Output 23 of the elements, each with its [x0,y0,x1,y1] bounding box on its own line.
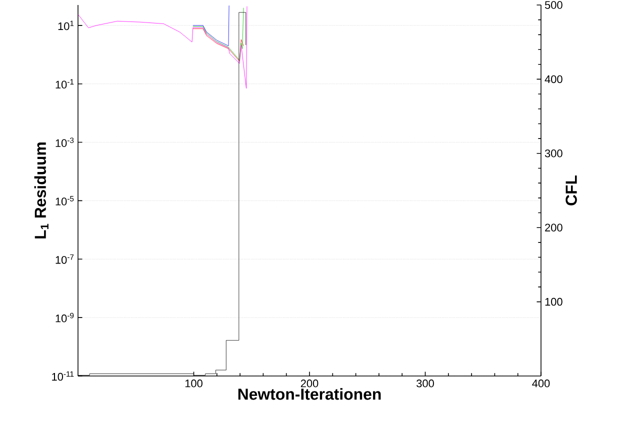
y-tick-label: 10$^{-5}$ [56,196,74,206]
x-axis-title: Newton-Iterationen [238,388,381,400]
line-series [192,28,244,62]
y-tick-label: 10$^{-9}$ [56,312,74,322]
y-tick-label: 10$^{-11}$ [52,371,74,381]
y-tick-label: 10$^{-1}$ [56,79,74,89]
y2-tick-label: 400 [544,75,562,84]
y2-tick-label: 200 [545,224,562,232]
x-tick-label: 300 [416,380,434,388]
line-series [78,6,248,89]
y-tick-label: 10$^{-7}$ [56,254,74,264]
y2-tick-label: 500 [544,1,562,9]
line-series [192,8,244,60]
y-axis-title: L$_{1}$ Residuum [34,142,48,238]
x-tick-label: 100 [185,380,202,388]
y-tick-label: 10$^{1}$ [58,20,74,30]
line-series [192,5,230,46]
x-tick-label: 200 [300,380,318,388]
x-tick-label: 400 [532,380,550,388]
y-tick-label: 10$^{-3}$ [56,138,74,147]
y2-tick-label: 100 [545,298,562,306]
y2-axis-title: CFL [566,175,577,206]
y2-tick-label: 300 [544,150,562,158]
